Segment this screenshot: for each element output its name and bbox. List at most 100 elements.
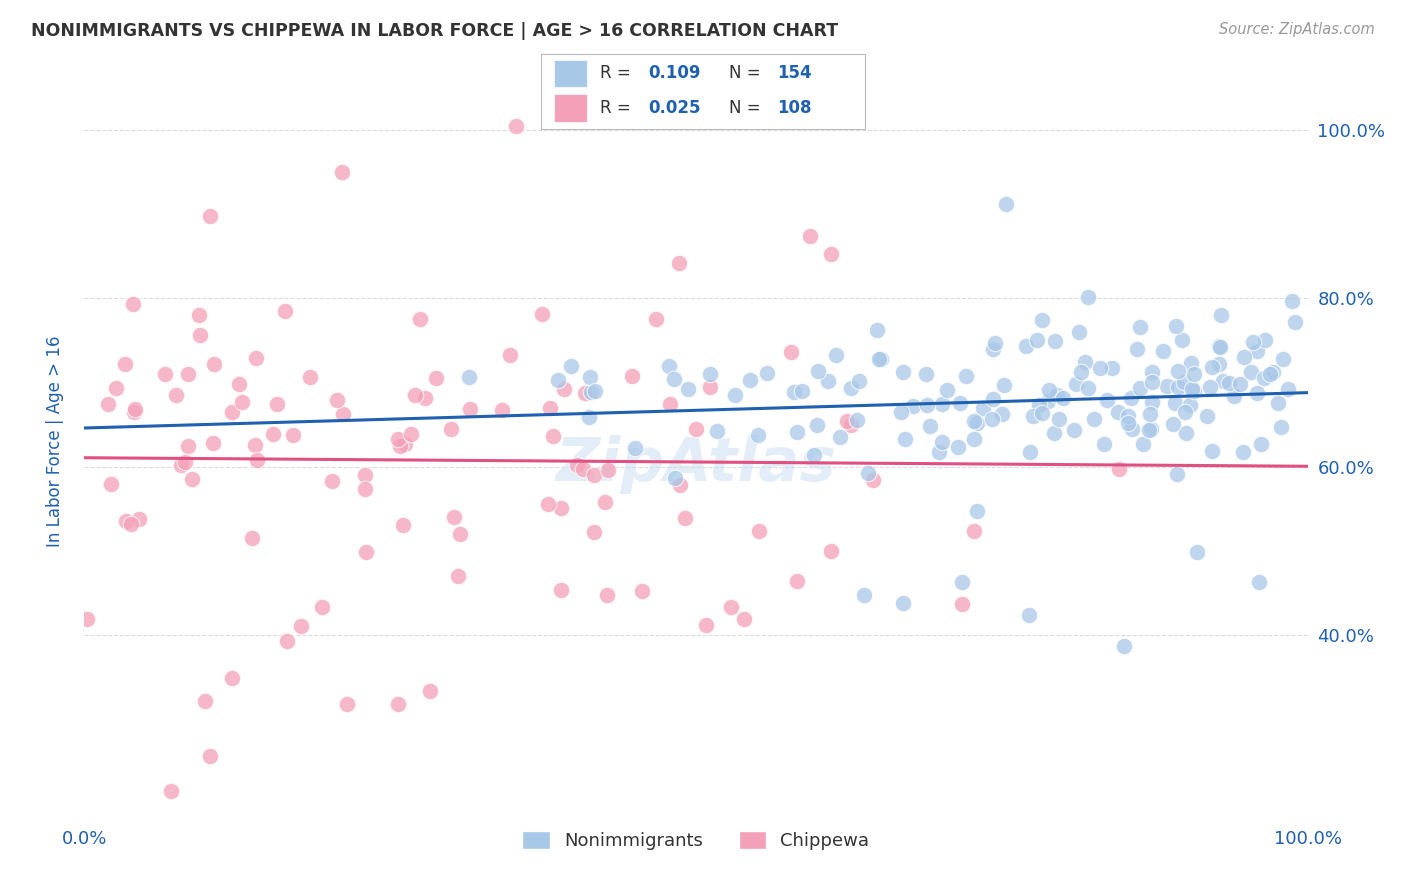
Point <box>550 500 572 515</box>
Point <box>1129 381 1152 395</box>
Point <box>963 524 986 538</box>
Legend: Nonimmigrants, Chippewa: Nonimmigrants, Chippewa <box>515 823 877 857</box>
Point <box>931 434 953 449</box>
Point <box>1167 380 1189 394</box>
Point <box>1077 381 1099 395</box>
Point <box>806 418 828 433</box>
Point <box>457 369 479 384</box>
Point <box>1171 333 1194 347</box>
Point <box>799 228 821 243</box>
Point <box>685 421 707 435</box>
Point <box>1261 365 1284 379</box>
Point <box>868 352 890 367</box>
Point <box>1129 320 1152 334</box>
Point <box>820 246 842 260</box>
Point <box>593 495 616 509</box>
Point <box>695 618 717 632</box>
Point <box>1218 376 1240 391</box>
Point <box>201 435 224 450</box>
Point <box>1140 395 1163 409</box>
Point <box>891 365 914 379</box>
Text: NONIMMIGRANTS VS CHIPPEWA IN LABOR FORCE | AGE > 16 CORRELATION CHART: NONIMMIGRANTS VS CHIPPEWA IN LABOR FORCE… <box>31 22 838 40</box>
Point <box>114 357 136 371</box>
Point <box>567 458 589 472</box>
Point <box>122 297 145 311</box>
Point <box>699 379 721 393</box>
Point <box>1182 367 1205 381</box>
Point <box>1233 350 1256 364</box>
Point <box>499 348 522 362</box>
Point <box>852 589 875 603</box>
Point <box>1031 406 1053 420</box>
Point <box>662 372 685 386</box>
Point <box>673 511 696 525</box>
Point <box>574 386 596 401</box>
Point <box>165 387 187 401</box>
Point <box>177 439 200 453</box>
Point <box>841 381 863 395</box>
Point <box>621 369 644 384</box>
Point <box>835 414 858 428</box>
Point <box>281 428 304 442</box>
Point <box>1197 409 1219 423</box>
Point <box>596 588 619 602</box>
Point <box>97 397 120 411</box>
Point <box>425 370 447 384</box>
Point <box>228 376 250 391</box>
Point <box>1139 407 1161 421</box>
Point <box>779 345 801 359</box>
Point <box>274 304 297 318</box>
Point <box>858 466 880 480</box>
Point <box>1270 420 1292 434</box>
Point <box>180 472 202 486</box>
Point <box>160 784 183 798</box>
Point <box>387 433 409 447</box>
Point <box>1178 398 1201 412</box>
Point <box>962 413 984 427</box>
Point <box>1180 356 1202 370</box>
Point <box>1063 423 1085 437</box>
Y-axis label: In Labor Force | Age > 16: In Labor Force | Age > 16 <box>45 335 63 548</box>
Point <box>1241 335 1264 350</box>
Text: 0.025: 0.025 <box>648 99 700 117</box>
Point <box>1229 377 1251 392</box>
Point <box>298 370 321 384</box>
Point <box>748 524 770 538</box>
Point <box>1137 423 1160 437</box>
Point <box>676 382 699 396</box>
Point <box>153 367 176 381</box>
Point <box>543 429 565 443</box>
Point <box>1112 639 1135 653</box>
Point <box>190 328 212 343</box>
Point <box>740 373 762 387</box>
Point <box>1046 387 1069 401</box>
Point <box>391 517 413 532</box>
Point <box>198 209 221 223</box>
Point <box>583 525 606 540</box>
Point <box>354 467 377 482</box>
Point <box>321 475 343 489</box>
Point <box>128 512 150 526</box>
Point <box>579 384 602 399</box>
Point <box>848 374 870 388</box>
Point <box>571 461 593 475</box>
Point <box>1182 384 1205 398</box>
Point <box>578 409 600 424</box>
Point <box>1174 405 1197 419</box>
Point <box>243 437 266 451</box>
Point <box>1260 367 1282 381</box>
Point <box>387 698 409 712</box>
Point <box>1140 422 1163 436</box>
Point <box>1281 294 1303 309</box>
Point <box>404 388 426 402</box>
Point <box>170 458 193 472</box>
Point <box>1132 436 1154 450</box>
Point <box>1153 343 1175 358</box>
Point <box>1140 364 1163 378</box>
Point <box>124 404 146 418</box>
Point <box>1083 412 1105 426</box>
Point <box>1116 417 1139 431</box>
Point <box>1166 467 1188 481</box>
Point <box>579 370 602 384</box>
Point <box>177 368 200 382</box>
